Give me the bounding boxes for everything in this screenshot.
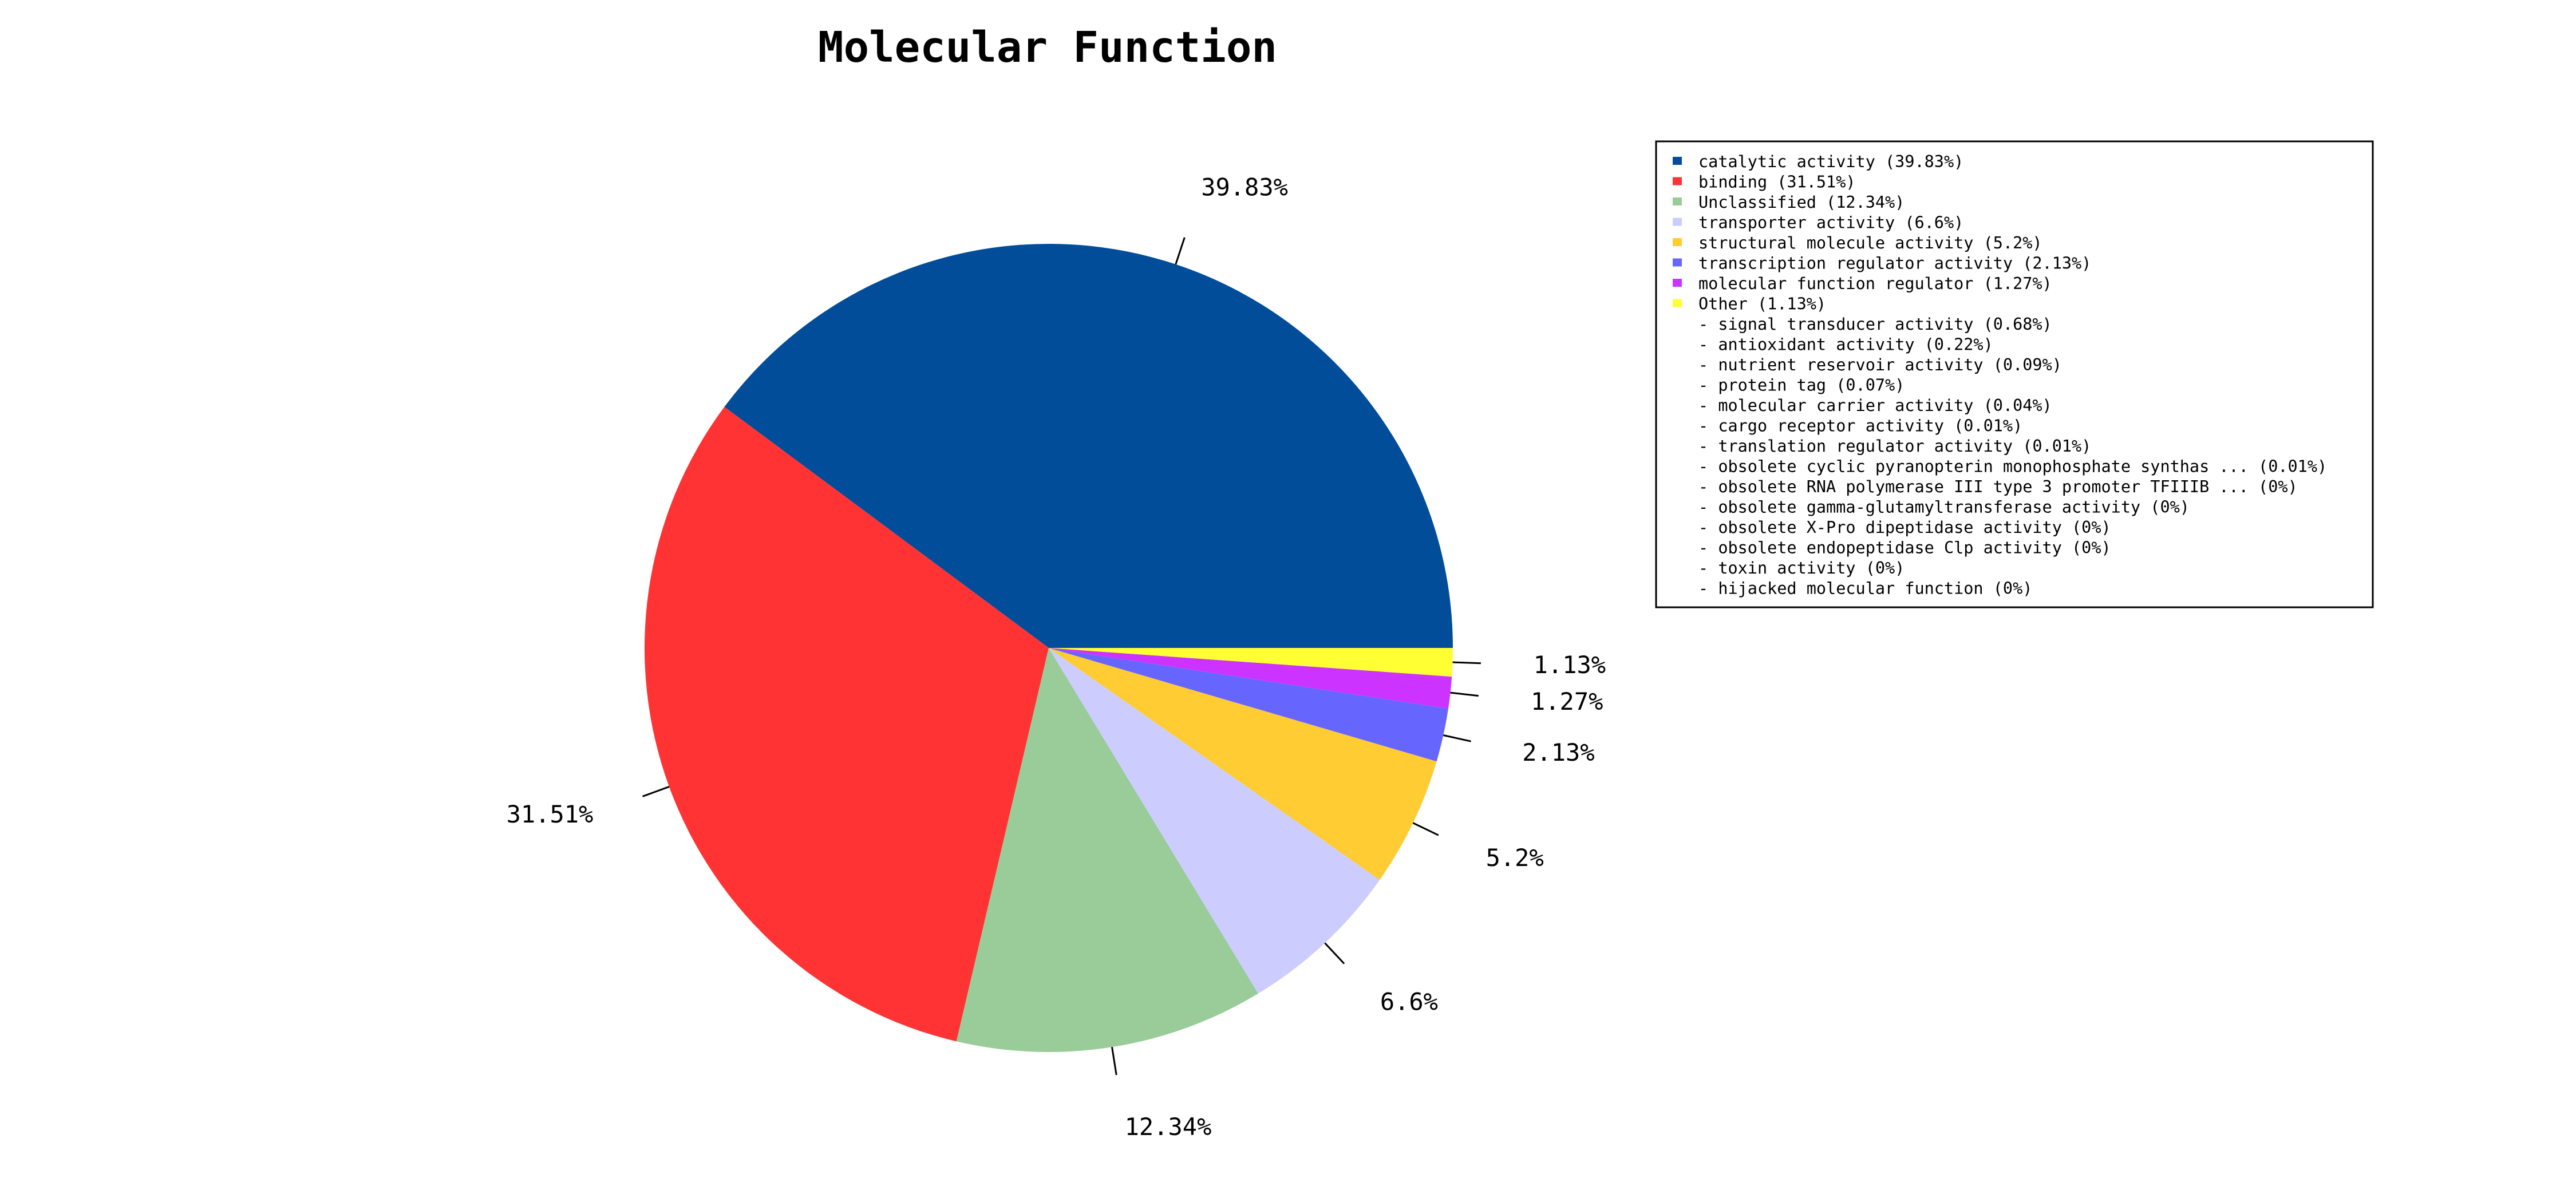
legend-swatch xyxy=(1673,197,1682,205)
legend-sub-entry: - molecular carrier activity (0.04%) xyxy=(1698,396,2052,415)
slice-percent-label: 12.34% xyxy=(1125,1113,1212,1141)
legend-swatch xyxy=(1673,258,1682,267)
legend-sub-entry: - protein tag (0.07%) xyxy=(1698,376,1905,395)
slice-percent-label: 6.6% xyxy=(1380,988,1438,1016)
legend-sub-entry: - nutrient reservoir activity (0.09%) xyxy=(1698,355,2062,374)
legend-entry: structural molecule activity (5.2%) xyxy=(1698,234,2042,252)
slice-percent-label: 2.13% xyxy=(1522,738,1594,766)
legend-swatch xyxy=(1673,218,1682,226)
legend-swatch xyxy=(1673,157,1682,165)
legend-entry: Other (1.13%) xyxy=(1698,295,1826,314)
legend-sub-entry: - translation regulator activity (0.01%) xyxy=(1698,437,2091,456)
leader-line xyxy=(1111,1047,1117,1076)
slice-percent-label: 5.2% xyxy=(1486,844,1544,872)
legend-sub-entry: - obsolete RNA polymerase III type 3 pro… xyxy=(1698,477,2298,496)
leader-line xyxy=(1324,942,1345,964)
legend-swatch xyxy=(1673,177,1682,185)
legend-swatch xyxy=(1673,299,1682,307)
slice-percent-label: 1.13% xyxy=(1534,651,1606,679)
legend-sub-entry: - obsolete endopeptidase Clp activity (0… xyxy=(1698,539,2111,557)
legend-entry: binding (31.51%) xyxy=(1698,173,1856,192)
legend-sub-entry: - signal transducer activity (0.68%) xyxy=(1698,315,2052,334)
slice-percent-label: 39.83% xyxy=(1201,173,1288,201)
legend-sub-entry: - obsolete cyclic pyranopterin monophosp… xyxy=(1698,457,2327,476)
pie-slice xyxy=(1049,648,1380,994)
pie-slice xyxy=(1049,648,1452,709)
legend: catalytic activity (39.83%) binding (31.5… xyxy=(1655,140,2374,608)
legend-sub-entry: - cargo receptor activity (0.01%) xyxy=(1698,417,2022,436)
pie-slice xyxy=(645,406,1049,1042)
slice-percent-label: 1.27% xyxy=(1531,687,1603,715)
pie-slices xyxy=(645,244,1453,1052)
percent-labels: 39.83% 31.51% 12.34% 6.6% 5.2% 2.13% 1.27% 1.13… xyxy=(507,173,1606,1141)
legend-entry: transporter activity (6.6%) xyxy=(1698,213,1963,232)
pie-slice xyxy=(1049,648,1453,677)
legend-sub-entry: - toxin activity (0%) xyxy=(1698,559,1905,578)
leader-line xyxy=(642,786,670,797)
legend-sub-entry: - obsolete X-Pro dipeptidase activity (0… xyxy=(1698,518,2111,537)
legend-sub-entry: - obsolete gamma-glutamyltransferase act… xyxy=(1698,498,2190,517)
legend-frame xyxy=(1655,140,2374,608)
legend-entry: Unclassified (12.34%) xyxy=(1698,193,1905,212)
legend-swatch xyxy=(1673,279,1682,287)
pie-slice xyxy=(1049,648,1448,762)
leader-line xyxy=(1443,734,1471,742)
pie-slice xyxy=(956,648,1258,1052)
leader-line xyxy=(1175,237,1186,265)
legend-entry: catalytic activity (39.83%) xyxy=(1698,152,1963,171)
slice-percent-label: 31.51% xyxy=(507,800,594,828)
legend-entry: molecular function regulator (1.27%) xyxy=(1698,274,2052,293)
legend-sub-entry: - antioxidant activity (0.22%) xyxy=(1698,335,1993,354)
leader-line xyxy=(1412,822,1439,836)
legend-sub-entry: - hijacked molecular function (0%) xyxy=(1698,579,2032,598)
legend-swatch xyxy=(1673,238,1682,246)
pie-slice xyxy=(1049,648,1437,880)
leader-line xyxy=(1450,691,1479,697)
pie-slice xyxy=(724,244,1453,649)
legend-entry: transcription regulator activity (2.13%) xyxy=(1698,254,2091,273)
leader-line xyxy=(1452,661,1481,665)
chart-title: Molecular Function xyxy=(818,23,1277,72)
